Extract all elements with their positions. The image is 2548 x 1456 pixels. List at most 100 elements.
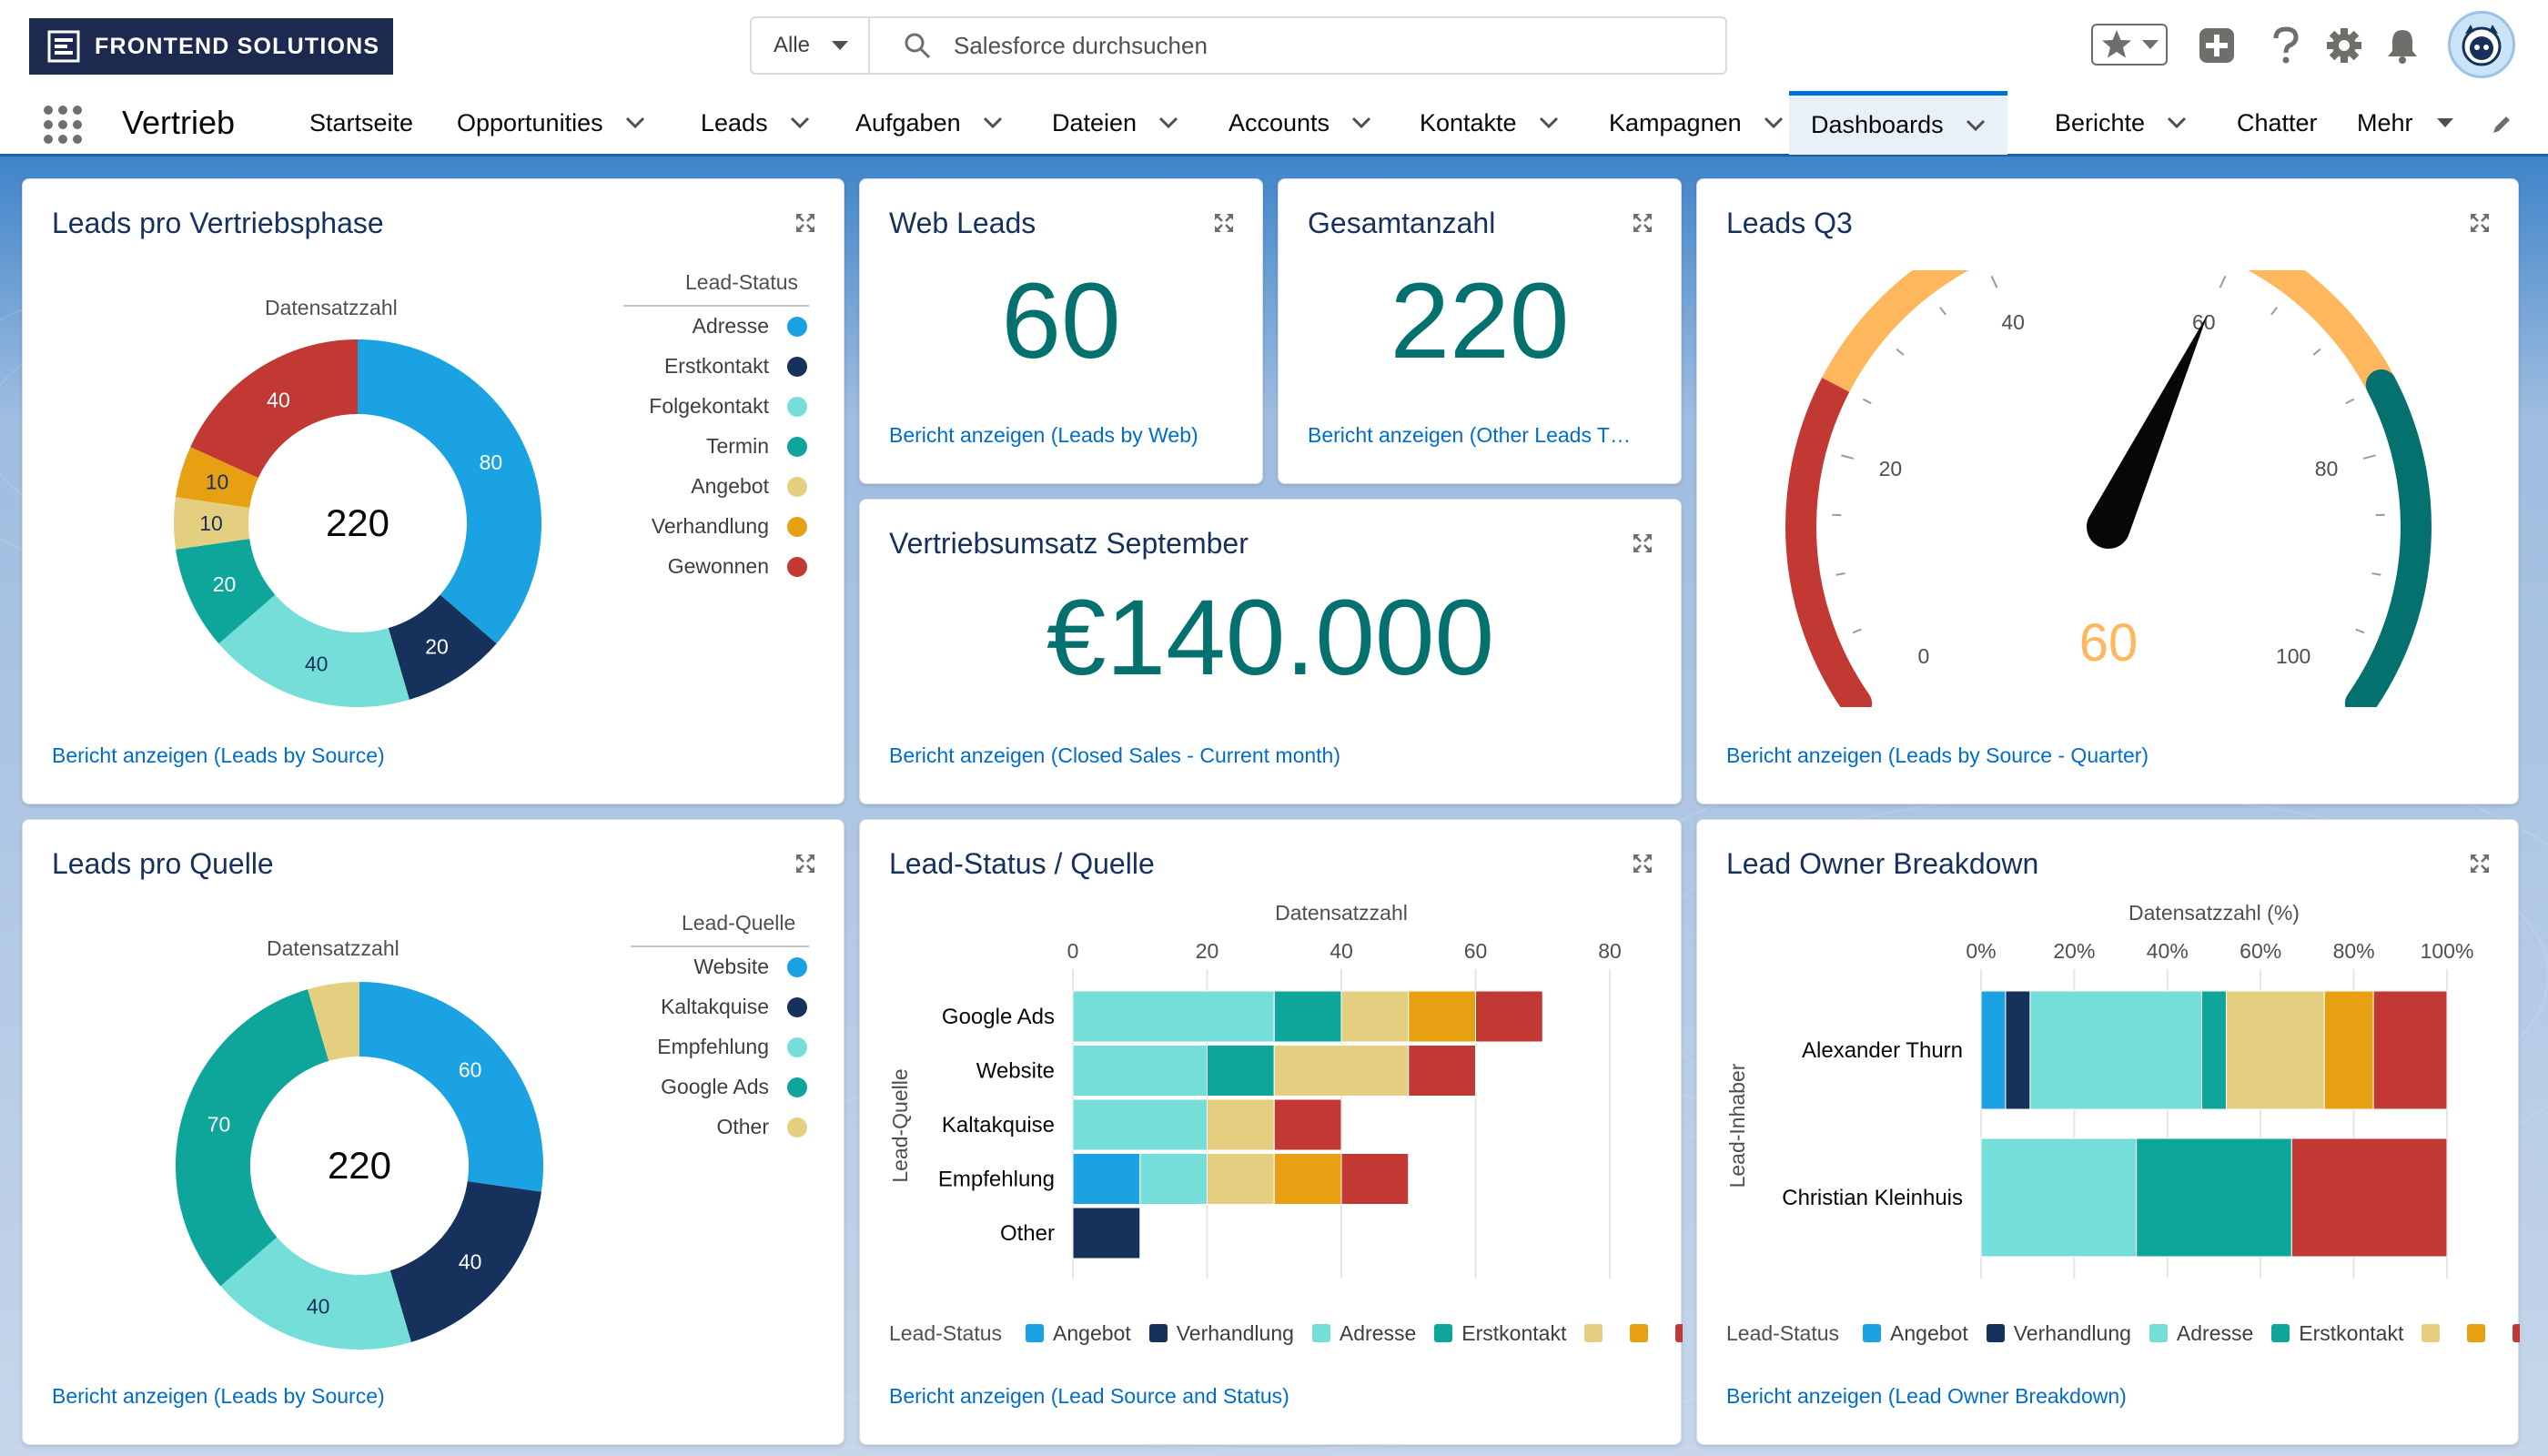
donut-slice-kaltakquise[interactable]: [389, 1181, 541, 1342]
legend-item[interactable]: Verhandlung: [1148, 1321, 1294, 1346]
expand-icon[interactable]: [794, 212, 816, 234]
bar-segment[interactable]: [2201, 990, 2227, 1110]
legend-item[interactable]: [1630, 1324, 1657, 1342]
legend-item[interactable]: Angebot: [1863, 1321, 1968, 1346]
bar-segment[interactable]: [1207, 1153, 1275, 1205]
favorites-button[interactable]: [2091, 24, 2168, 66]
bar-segment[interactable]: [1980, 1138, 2138, 1258]
donut-slice-termin[interactable]: [176, 539, 276, 644]
view-report-link[interactable]: Bericht anzeigen (Other Leads T…: [1308, 423, 1631, 447]
view-report-link[interactable]: Bericht anzeigen (Lead Owner Breakdown): [1726, 1384, 2127, 1408]
view-report-link[interactable]: Bericht anzeigen (Leads by Web): [889, 423, 1198, 447]
chevron-down-icon[interactable]: [2167, 116, 2187, 129]
legend-item[interactable]: Kaltakquise: [661, 995, 807, 1019]
chevron-down-icon[interactable]: [1158, 116, 1178, 129]
bar-segment[interactable]: [1273, 1045, 1410, 1097]
donut-slice-adresse[interactable]: [358, 339, 541, 644]
nav-tab-opportunities[interactable]: Opportunities: [457, 91, 645, 155]
app-launcher-icon[interactable]: [44, 106, 82, 144]
search-input[interactable]: Salesforce durchsuchen: [954, 31, 1208, 59]
bar-segment[interactable]: [1408, 1045, 1476, 1097]
chevron-down-icon[interactable]: [1351, 116, 1371, 129]
donut-slice-website[interactable]: [359, 982, 543, 1192]
chevron-down-icon[interactable]: [983, 116, 1003, 129]
legend-item[interactable]: Website: [693, 955, 807, 979]
nav-tab-dashboards[interactable]: Dashboards: [1789, 91, 2007, 155]
bar-segment[interactable]: [1072, 1098, 1208, 1151]
view-report-link[interactable]: Bericht anzeigen (Closed Sales - Current…: [889, 743, 1341, 767]
expand-icon[interactable]: [2469, 853, 2491, 875]
legend-item[interactable]: Angebot: [691, 474, 807, 499]
bar-segment[interactable]: [1273, 1098, 1342, 1151]
search-scope-select[interactable]: Alle: [752, 18, 870, 73]
legend-item[interactable]: [2422, 1324, 2449, 1342]
donut-slice-folgekontakt[interactable]: [218, 594, 410, 707]
chevron-down-icon[interactable]: [1764, 116, 1784, 129]
donut-slice-google-ads[interactable]: [176, 989, 329, 1287]
legend-item[interactable]: [1675, 1324, 1683, 1342]
bar-segment[interactable]: [2029, 990, 2203, 1110]
legend-item[interactable]: [2467, 1324, 2494, 1342]
bar-segment[interactable]: [2225, 990, 2325, 1110]
chevron-down-icon[interactable]: [1966, 119, 1986, 132]
company-logo[interactable]: FRONTEND SOLUTIONS: [29, 18, 393, 75]
bar-segment[interactable]: [2136, 1138, 2292, 1258]
help-button[interactable]: [2266, 22, 2306, 69]
legend-item[interactable]: Erstkontakt: [1434, 1321, 1566, 1346]
nav-tab-berichte[interactable]: Berichte: [2055, 91, 2187, 155]
nav-tab-mehr[interactable]: Mehr: [2357, 91, 2455, 155]
donut-slice-gewonnen[interactable]: [190, 339, 358, 479]
expand-icon[interactable]: [1213, 212, 1235, 234]
bar-segment[interactable]: [1207, 1098, 1275, 1151]
bar-segment[interactable]: [1408, 990, 1476, 1043]
chevron-down-icon[interactable]: [790, 116, 810, 129]
global-search[interactable]: Alle Salesforce durchsuchen: [750, 16, 1727, 75]
donut-slice-angebot[interactable]: [174, 497, 250, 550]
expand-icon[interactable]: [794, 853, 816, 875]
chevron-down-icon[interactable]: [1539, 116, 1559, 129]
legend-item[interactable]: Erstkontakt: [2271, 1321, 2403, 1346]
nav-tab-startseite[interactable]: Startseite: [309, 91, 413, 155]
legend-item[interactable]: Verhandlung: [1986, 1321, 2131, 1346]
nav-tab-aufgaben[interactable]: Aufgaben: [855, 91, 1003, 155]
view-report-link[interactable]: Bericht anzeigen (Leads by Source): [52, 1384, 385, 1408]
legend-item[interactable]: Adresse: [1311, 1321, 1416, 1346]
bar-segment[interactable]: [2005, 990, 2031, 1110]
legend-item[interactable]: Google Ads: [661, 1075, 807, 1099]
bar-segment[interactable]: [1980, 990, 2007, 1110]
bar-segment[interactable]: [1475, 990, 1543, 1043]
chevron-down-icon[interactable]: [625, 116, 645, 129]
nav-tab-leads[interactable]: Leads: [701, 91, 810, 155]
bar-segment[interactable]: [2290, 1138, 2448, 1258]
expand-icon[interactable]: [1632, 532, 1653, 554]
user-avatar[interactable]: [2448, 11, 2515, 78]
bar-segment[interactable]: [1072, 1207, 1141, 1259]
bar-segment[interactable]: [1340, 1153, 1410, 1205]
bar-segment[interactable]: [1273, 1153, 1342, 1205]
legend-item[interactable]: Folgekontakt: [649, 394, 807, 419]
donut-slice-verhandlung[interactable]: [176, 447, 258, 508]
bar-segment[interactable]: [1072, 1153, 1141, 1205]
chevron-down-icon[interactable]: [2435, 116, 2455, 129]
expand-icon[interactable]: [1632, 853, 1653, 875]
legend-item[interactable]: [1584, 1324, 1612, 1342]
legend-item[interactable]: [2513, 1324, 2520, 1342]
bar-segment[interactable]: [2372, 990, 2448, 1110]
bar-segment[interactable]: [1072, 990, 1275, 1043]
legend-item[interactable]: Other: [716, 1115, 807, 1139]
edit-nav-icon[interactable]: [2490, 113, 2513, 136]
bar-segment[interactable]: [1207, 1045, 1275, 1097]
bar-segment[interactable]: [1139, 1153, 1208, 1205]
bar-segment[interactable]: [1340, 990, 1410, 1043]
bar-segment[interactable]: [2323, 990, 2374, 1110]
legend-item[interactable]: Empfehlung: [657, 1035, 807, 1059]
global-actions-button[interactable]: [2197, 22, 2237, 69]
expand-icon[interactable]: [2469, 212, 2491, 234]
view-report-link[interactable]: Bericht anzeigen (Leads by Source - Quar…: [1726, 743, 2149, 767]
view-report-link[interactable]: Bericht anzeigen (Lead Source and Status…: [889, 1384, 1289, 1408]
nav-tab-accounts[interactable]: Accounts: [1228, 91, 1371, 155]
legend-item[interactable]: Adresse: [2149, 1321, 2253, 1346]
donut-slice-other[interactable]: [308, 982, 359, 1061]
legend-item[interactable]: Gewonnen: [668, 554, 807, 579]
notifications-button[interactable]: [2382, 22, 2422, 69]
